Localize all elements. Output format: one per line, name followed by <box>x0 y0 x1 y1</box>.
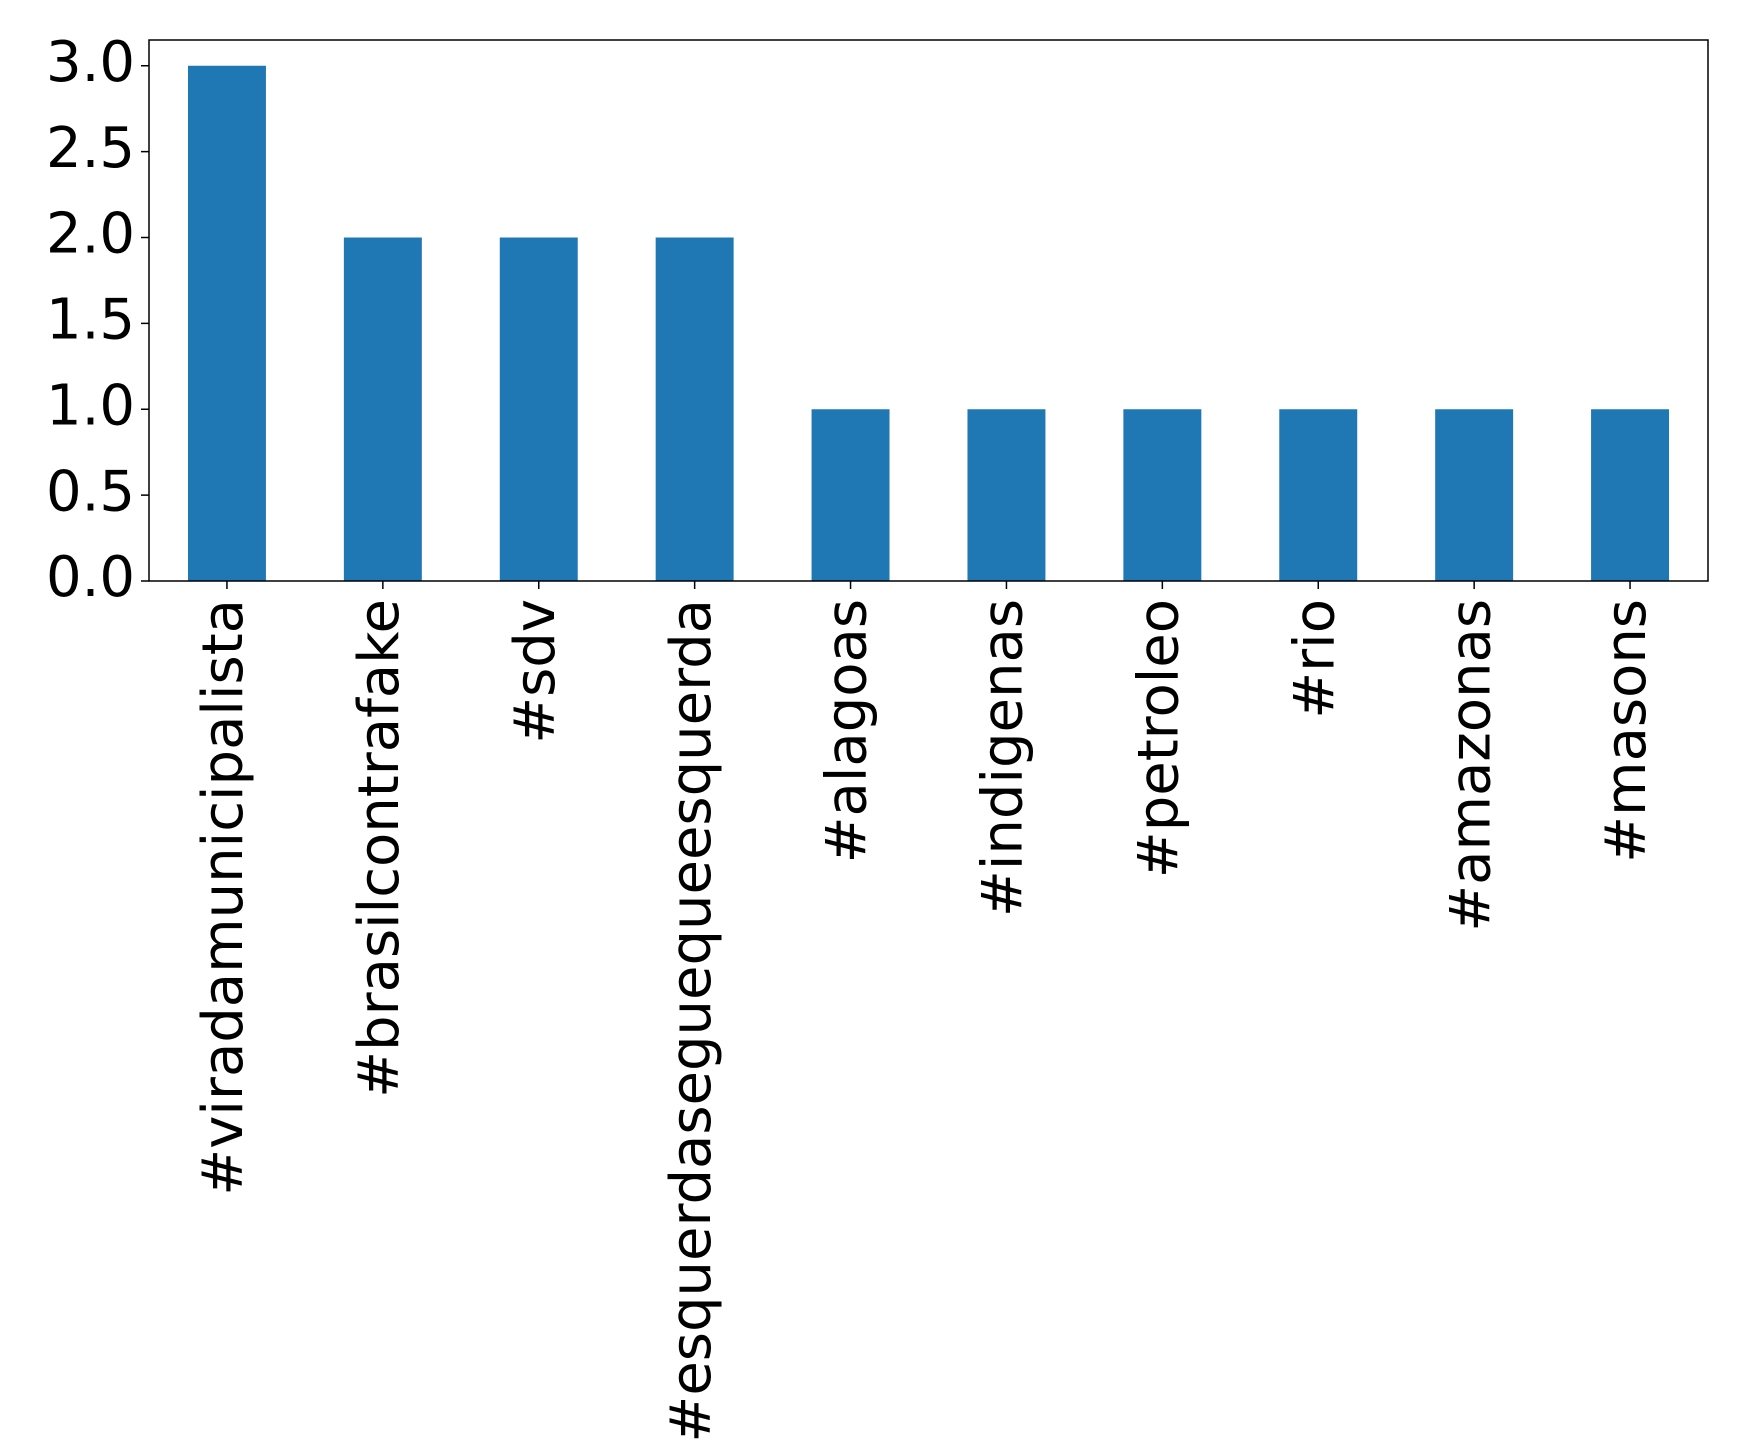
bar <box>811 409 890 581</box>
y-tick-label: 2.5 <box>46 116 135 181</box>
bar <box>499 237 578 581</box>
bar <box>967 409 1046 581</box>
x-tick-label: #brasilcontrafake <box>347 599 412 1098</box>
x-tick-label: #viradamunicipalista <box>191 599 256 1196</box>
y-tick-label: 1.5 <box>46 288 135 353</box>
bar <box>1123 409 1202 581</box>
y-tick-label: 0.0 <box>46 545 135 610</box>
y-tick-label: 2.0 <box>46 202 135 267</box>
bar <box>343 237 422 581</box>
x-tick-label: #esquerdaseguequeesquerda <box>659 599 724 1443</box>
x-tick-label: #sdv <box>503 599 568 744</box>
x-tick-label: #amazonas <box>1438 599 1503 932</box>
bar <box>655 237 734 581</box>
plot-frame <box>148 39 1709 582</box>
x-tick-label: #alagoas <box>815 599 880 863</box>
y-tick-label: 0.5 <box>46 459 135 524</box>
x-tick-label: #indigenas <box>971 599 1036 917</box>
bar <box>1591 409 1670 581</box>
x-tick-label: #petroleo <box>1126 599 1191 878</box>
bar <box>1435 409 1514 581</box>
y-tick-label: 1.0 <box>46 373 135 438</box>
bar <box>1279 409 1358 581</box>
x-tick-label: #rio <box>1282 599 1347 719</box>
x-tick-label: #masons <box>1594 599 1659 863</box>
y-tick-label: 3.0 <box>46 30 135 95</box>
bar <box>187 65 266 581</box>
